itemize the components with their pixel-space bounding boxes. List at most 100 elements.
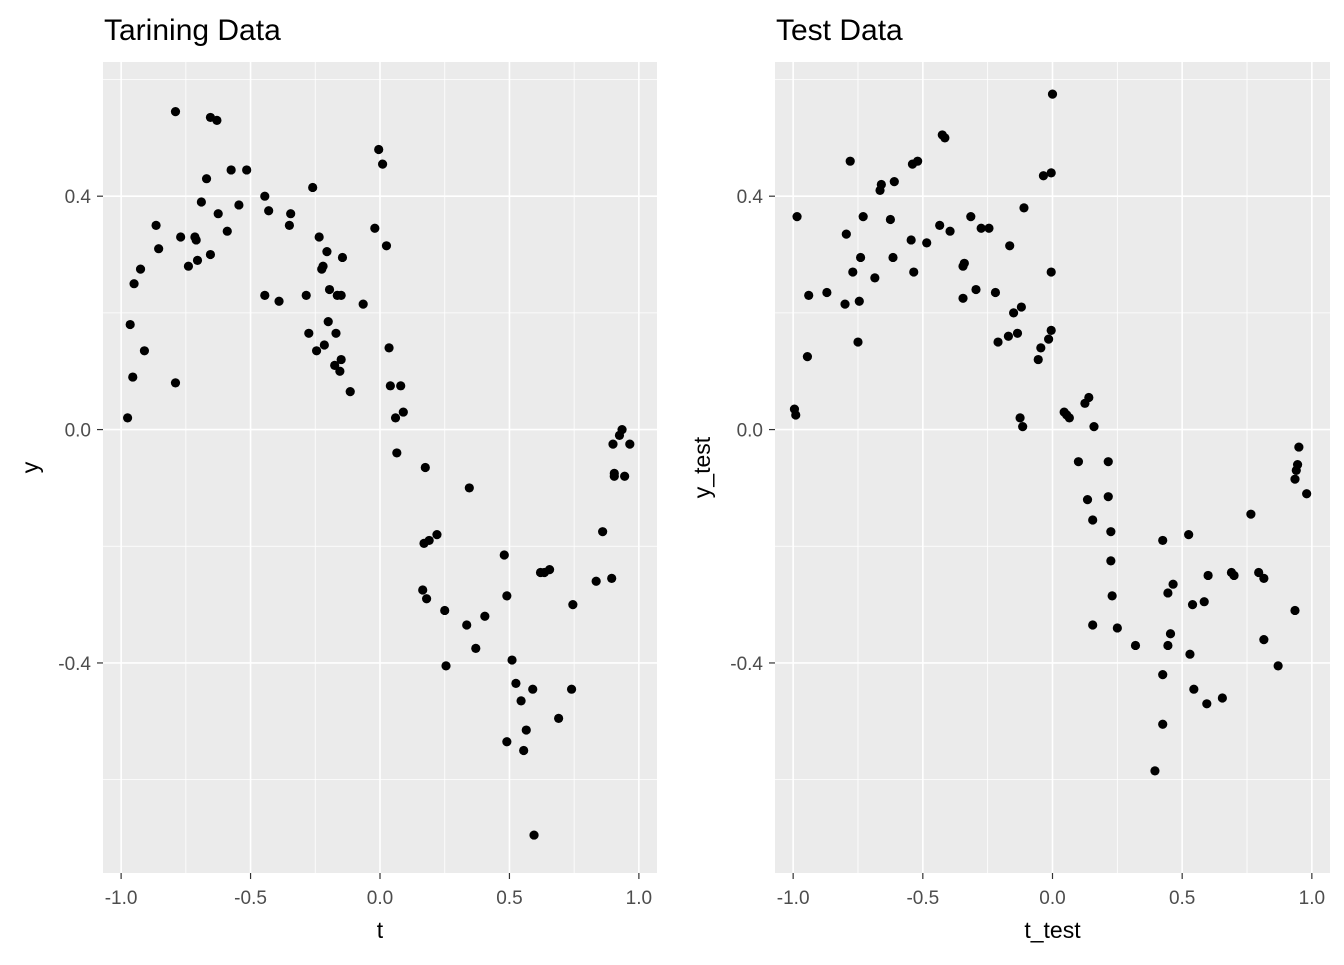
data-point (1246, 509, 1256, 519)
data-point (544, 565, 555, 575)
data-point (511, 678, 521, 688)
y-tick-label: -0.4 (58, 654, 91, 675)
data-point (609, 468, 619, 478)
data-point (976, 223, 986, 233)
data-point (804, 290, 814, 300)
chart-title: Tarining Data (104, 14, 281, 47)
data-point (566, 684, 577, 694)
data-point (234, 200, 244, 210)
data-point (242, 165, 252, 175)
data-point (854, 296, 864, 306)
data-point (1103, 492, 1113, 502)
test-data-plot: -1.0 -0.5 0.0 0.5 1.0 -0.4 0.0 0.4 Test Data t_te… (689, 14, 1330, 943)
data-point (374, 144, 384, 155)
data-point (358, 299, 368, 309)
data-point (192, 255, 203, 265)
x-tick-label: 0.5 (496, 888, 522, 909)
data-point (1036, 343, 1046, 353)
y-tick-label: 0.4 (737, 187, 764, 208)
y-tick-label: 0.4 (65, 187, 92, 208)
y-axis-title: y_test (689, 436, 715, 498)
data-point (499, 550, 509, 560)
data-point (568, 600, 578, 610)
data-point (853, 337, 863, 347)
data-point (598, 527, 608, 537)
data-point (337, 252, 348, 263)
data-point (1106, 527, 1116, 537)
data-point (1165, 629, 1176, 639)
data-point (909, 267, 919, 277)
data-point (791, 410, 801, 420)
data-point (906, 235, 916, 245)
data-point (889, 177, 899, 187)
data-point (154, 244, 164, 254)
data-point (855, 252, 866, 263)
data-point (392, 448, 402, 458)
data-point (841, 229, 851, 239)
data-point (1163, 640, 1173, 651)
data-point (1046, 267, 1056, 277)
data-point (314, 232, 324, 242)
data-point (176, 232, 186, 242)
data-point (1015, 413, 1025, 423)
data-point (1003, 331, 1014, 341)
y-axis-title: y (17, 461, 43, 473)
data-point (1273, 661, 1283, 671)
data-point (323, 317, 333, 327)
data-point (1187, 600, 1198, 610)
data-point (1088, 620, 1098, 630)
data-point (336, 290, 346, 300)
data-point (322, 247, 332, 257)
data-point (191, 235, 201, 245)
data-point (390, 413, 401, 423)
data-point (396, 381, 406, 391)
data-point (1082, 494, 1093, 505)
data-point (945, 226, 955, 236)
data-point (1292, 459, 1303, 470)
data-point (1016, 302, 1026, 312)
data-point (331, 328, 341, 338)
data-point (870, 273, 880, 283)
data-point (591, 576, 601, 586)
data-point (1073, 457, 1084, 467)
data-point (1158, 719, 1168, 729)
data-point (1046, 325, 1056, 335)
x-tick-label: 0.0 (367, 888, 393, 909)
data-point (1089, 422, 1099, 432)
data-point (441, 661, 451, 671)
y-tick-label: 0.0 (65, 421, 91, 442)
data-point (959, 258, 969, 268)
data-point (222, 226, 232, 236)
data-point (858, 212, 868, 222)
data-point (607, 573, 617, 583)
data-point (1044, 334, 1054, 344)
data-point (1012, 328, 1023, 338)
data-point (845, 156, 855, 166)
data-point (519, 745, 529, 756)
data-point (1199, 597, 1209, 607)
data-point (1294, 442, 1304, 452)
data-point (384, 343, 394, 353)
data-point (958, 293, 968, 303)
data-point (1107, 591, 1117, 601)
data-point (1203, 570, 1213, 581)
data-point (308, 182, 318, 193)
data-point (345, 387, 355, 397)
data-point (311, 346, 322, 356)
data-point (966, 212, 976, 222)
data-point (528, 684, 538, 694)
data-point (792, 212, 802, 222)
x-tick-label: 0.5 (1169, 888, 1195, 909)
data-point (370, 223, 380, 233)
data-point (554, 713, 564, 723)
data-point (1064, 413, 1074, 423)
data-point (205, 249, 216, 260)
x-tick-label: 0.0 (1039, 888, 1065, 909)
data-point (471, 643, 481, 653)
data-point (432, 529, 442, 540)
data-point (1046, 168, 1056, 178)
data-point (1229, 570, 1239, 581)
data-point (464, 483, 474, 493)
data-point (274, 296, 284, 306)
